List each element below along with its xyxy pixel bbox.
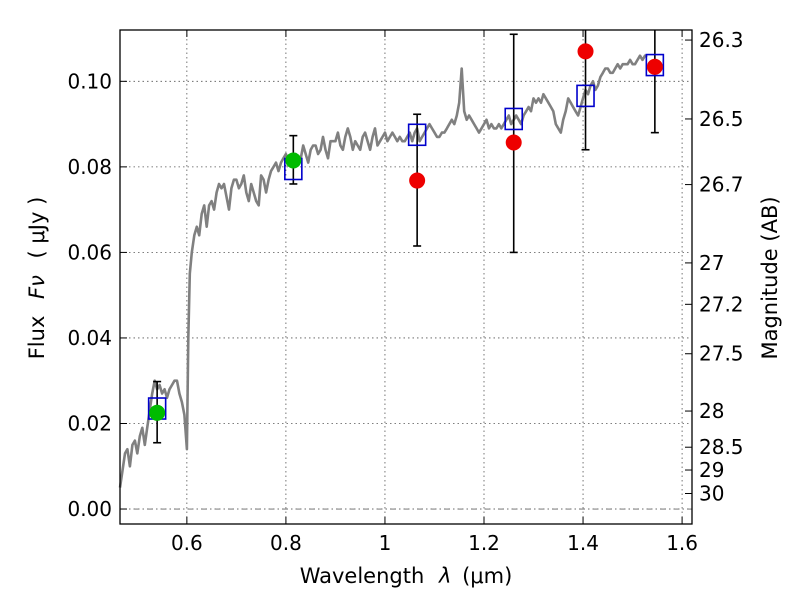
magnitude-tick-label: 26.5 [699,107,744,131]
x-axis-label-unit: (μm) [462,564,512,588]
model-spectrum [118,54,648,488]
magnitude-tick-label: 27.5 [699,342,744,366]
error-bars [153,30,659,444]
observed-flux-point [285,152,302,169]
x-tick-label: 0.8 [270,531,302,555]
y-tick-label: 0.08 [67,155,112,179]
x-axis-label: Wavelength λ (μm) [300,564,513,588]
observed-flux-point [577,43,594,60]
y-axis-label-symbol: Fν [25,275,49,299]
magnitude-tick-label: 27 [699,251,724,275]
observed-points [149,43,663,421]
x-tick-label: 1.2 [468,531,500,555]
observed-flux-point [505,134,522,151]
y-axis-label: Flux Fν ( μJy ) [25,197,49,360]
y-tick-label: 0.00 [67,497,112,521]
y-axis-label-unit: ( μJy ) [25,197,49,259]
x-axis-label-prefix: Wavelength [300,564,425,588]
magnitude-tick-label: 28.5 [699,435,744,459]
magnitude-tick-label: 26.7 [699,173,744,197]
model-photometry-square [576,84,595,108]
y-tick-label: 0.10 [67,69,112,93]
y-tick-label: 0.02 [67,411,112,435]
model-photometry-square [504,107,524,131]
magnitude-tick-label: 27.2 [699,292,744,316]
magnitude-tick-label: 28 [699,399,724,423]
magnitude-tick-label: 30 [699,482,724,506]
plot-frame [119,29,693,525]
magnitude-tick-label: 26.3 [699,28,744,52]
x-tick-label: 1 [379,531,392,555]
y-tick-label: 0.06 [67,240,112,264]
model-photometry-square [407,123,427,147]
observed-flux-point [646,58,663,75]
y2-axis-label: Magnitude (AB) [758,196,782,359]
ticks: 0.6 0.8 1 1.2 1.4 1.6 0.00 0.02 0.04 0.06 0.08 0.10… [67,28,743,555]
observed-flux-point [149,404,166,421]
y-axis-label-prefix: Flux [25,316,49,360]
model-photometry-square [645,53,665,77]
y-tick-label: 0.04 [67,326,112,350]
x-tick-label: 1.4 [567,531,599,555]
x-axis-label-symbol: λ [438,564,451,588]
model-spectrum-line [118,54,648,488]
x-tick-label: 0.6 [171,531,203,555]
x-tick-label: 1.6 [666,531,698,555]
observed-flux-point [409,172,426,189]
magnitude-tick-label: 29 [699,458,724,482]
grid [120,30,692,524]
